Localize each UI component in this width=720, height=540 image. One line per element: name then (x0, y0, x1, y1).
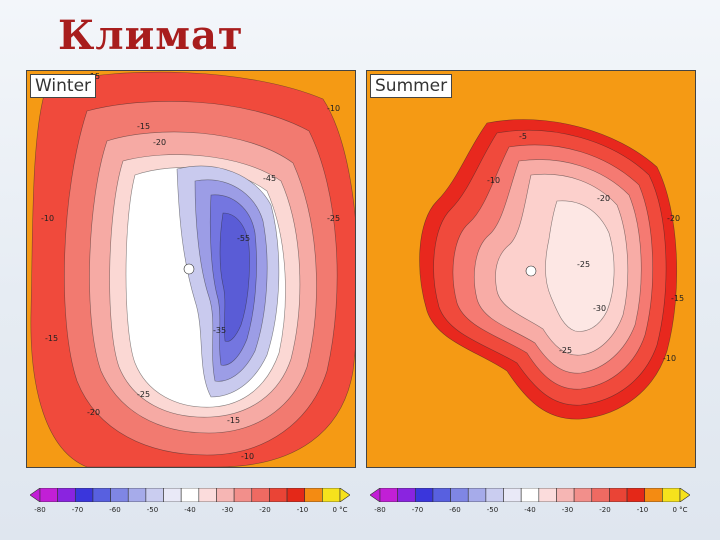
summer-colorbar-tick-label: -60 (449, 506, 461, 514)
summer-contour-label: -15 (671, 294, 684, 303)
summer-interior-core (545, 200, 615, 332)
winter-colorbar-tick-label: -40 (184, 506, 196, 514)
summer-colorbar-segment (626, 488, 646, 502)
winter-contour-label: -55 (237, 234, 250, 243)
winter-colorbar-tick-label: -70 (71, 506, 84, 514)
winter-colorbar-segment (180, 488, 200, 502)
summer-colorbar-max-arrow (679, 488, 690, 502)
summer-contour-label: -5 (519, 132, 527, 141)
winter-contour-label: -25 (327, 214, 340, 223)
summer-contour-label: -10 (487, 176, 500, 185)
summer-colorbar-segment (520, 488, 540, 502)
winter-colorbar-scale (30, 488, 350, 502)
summer-colorbar-tick-label: -10 (636, 506, 649, 514)
summer-colorbar-segment (414, 488, 434, 502)
winter-colorbar-segment (269, 488, 288, 502)
winter-contour-label: -15 (227, 416, 240, 425)
winter-colorbar-segment (127, 488, 147, 502)
summer-colorbar-scale (370, 488, 690, 502)
summer-colorbar-segment (503, 488, 522, 502)
winter-contour-label: -15 (45, 334, 58, 343)
summer-contour-label: -30 (593, 304, 606, 313)
summer-colorbar-segment (538, 488, 557, 502)
winter-colorbar-segment (251, 488, 270, 502)
winter-colorbar-segment (304, 488, 323, 502)
winter-colorbar-segment (286, 488, 306, 502)
winter-contour-label: -45 (263, 174, 276, 183)
summer-colorbar-tick-label: -20 (599, 506, 611, 514)
winter-colorbar-tick-label: -20 (259, 506, 271, 514)
winter-panel-label: Winter (30, 74, 97, 98)
winter-colorbar-tick-label: -50 (146, 506, 159, 514)
winter-colorbar-segment (198, 488, 217, 502)
summer-colorbar-min-arrow (370, 488, 381, 502)
winter-contour-label: -35 (213, 326, 226, 335)
summer-contour-label: -20 (597, 194, 610, 203)
winter-colorbar-min-arrow (30, 488, 41, 502)
winter-contour-label: -10 (327, 104, 340, 113)
summer-colorbar-segment (662, 488, 681, 502)
winter-contour-label: -20 (153, 138, 166, 147)
winter-colorbar: -80 -70 -60 -50 -40 -30 -20 -10 0 °C (26, 480, 354, 520)
summer-colorbar-segment (379, 488, 398, 502)
winter-temperature-map: -15-10-15-20-25-10-15-20-25-35-45-55-15-… (26, 70, 356, 468)
summer-colorbar-segment (644, 488, 663, 502)
summer-colorbar-tick-label: -40 (524, 506, 536, 514)
summer-colorbar-segment (609, 488, 628, 502)
summer-colorbar-segment (450, 488, 469, 502)
winter-colorbar-segment (39, 488, 58, 502)
summer-colorbar-segment (467, 488, 487, 502)
winter-colorbar-segment (145, 488, 164, 502)
winter-colorbar-segment (74, 488, 94, 502)
winter-colorbar-segment (322, 488, 341, 502)
winter-colorbar-tick-label: 0 °C (332, 506, 348, 514)
winter-contour-label: -10 (41, 214, 54, 223)
winter-cold-core (219, 212, 250, 342)
winter-contour-label: -20 (87, 408, 100, 417)
summer-colorbar-segment (573, 488, 593, 502)
summer-colorbar-tick-label: 0 °C (672, 506, 688, 514)
slide-title: Климат (58, 12, 244, 59)
winter-colorbar-segment (92, 488, 111, 502)
winter-colorbar-tick-label: -30 (221, 506, 234, 514)
summer-colorbar-segment (397, 488, 416, 502)
summer-contour-label: -25 (577, 260, 590, 269)
winter-colorbar-tick-label: -10 (296, 506, 309, 514)
summer-colorbar: -80 -70 -60 -50 -40 -30 -20 -10 0 °C (366, 480, 694, 520)
winter-colorbar-max-arrow (339, 488, 350, 502)
summer-colorbar-tick-label: -80 (374, 506, 386, 514)
summer-south-pole-marker (525, 265, 537, 277)
winter-contour-label: -25 (137, 390, 150, 399)
winter-contour-label: -15 (137, 122, 150, 131)
summer-contour-label: -25 (559, 346, 572, 355)
summer-contour-label: -20 (667, 214, 680, 223)
summer-temperature-map: -5 -10 -20 -25 -20 -15 -10 -25 -30 Summer (366, 70, 696, 468)
summer-colorbar-segment (485, 488, 504, 502)
summer-colorbar-tick-label: -50 (486, 506, 499, 514)
summer-colorbar-segment (556, 488, 575, 502)
summer-panel-label: Summer (370, 74, 453, 98)
summer-colorbar-tick-label: -70 (411, 506, 424, 514)
summer-contour-label: -10 (663, 354, 676, 363)
summer-colorbar-segment (432, 488, 451, 502)
winter-map-graphic: -15-10-15-20-25-10-15-20-25-35-45-55-15-… (27, 71, 355, 467)
summer-map-graphic: -5 -10 -20 -25 -20 -15 -10 -25 -30 (367, 71, 695, 467)
winter-colorbar-tick-label: -80 (34, 506, 46, 514)
winter-contour-label: -10 (241, 452, 254, 461)
winter-colorbar-segment (110, 488, 129, 502)
winter-colorbar-segment (57, 488, 76, 502)
winter-south-pole-marker (183, 263, 195, 275)
summer-colorbar-segment (591, 488, 610, 502)
winter-colorbar-segment (233, 488, 253, 502)
winter-colorbar-tick-label: -60 (109, 506, 121, 514)
winter-colorbar-segment (163, 488, 182, 502)
summer-colorbar-tick-label: -30 (561, 506, 574, 514)
winter-colorbar-segment (216, 488, 235, 502)
